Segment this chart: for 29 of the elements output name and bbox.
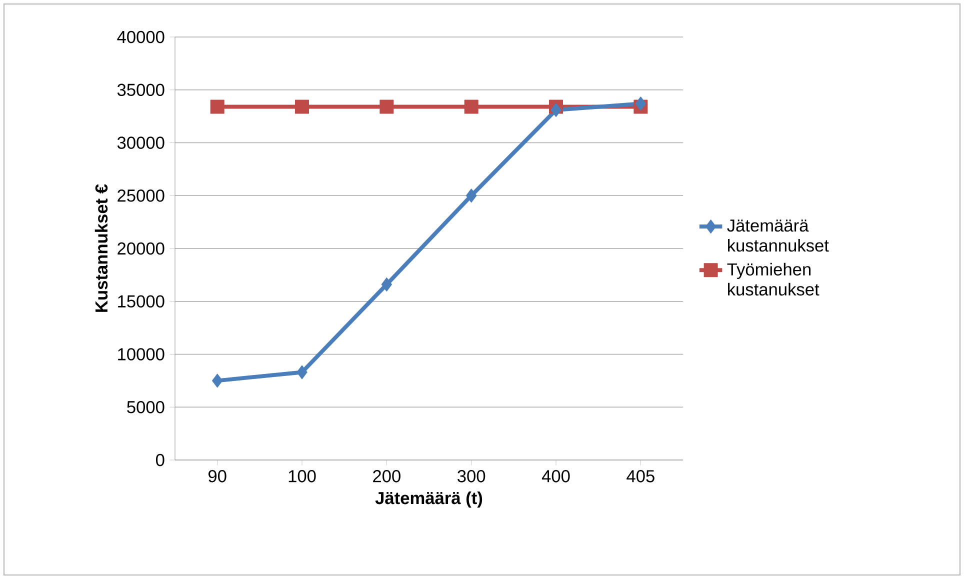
x-tick-label: 300 <box>458 470 486 482</box>
y-tick-label: 10000 <box>118 348 164 360</box>
x-tick-label: 90 <box>208 470 226 482</box>
x-tick-label: 400 <box>542 470 570 482</box>
point <box>380 100 394 114</box>
y-tick-label: 15000 <box>118 295 164 308</box>
point <box>466 188 477 203</box>
point <box>635 96 646 111</box>
point <box>381 277 392 292</box>
y-tick-label: 40000 <box>117 30 164 44</box>
y-tick-label: 35000 <box>117 84 164 96</box>
x-tick-label: 200 <box>373 470 400 482</box>
x-axis-title: Jätemäärä (t) <box>375 491 482 508</box>
y-tick-label: 5000 <box>127 400 164 414</box>
x-tick-label: 405 <box>626 470 654 482</box>
legend-label: Työmiehen kustanukset <box>727 262 820 296</box>
x-tick-label: 100 <box>288 470 316 482</box>
point <box>210 100 224 114</box>
y-tick-label: 20000 <box>118 242 164 255</box>
point <box>296 365 308 380</box>
legend-label: Jätemäärä kustannukset <box>727 220 829 252</box>
y-tick-label: 30000 <box>117 136 164 149</box>
y-axis-title: Kustannukset € <box>94 184 108 312</box>
point <box>212 374 223 388</box>
point <box>550 102 562 117</box>
y-tick-label: 25000 <box>118 189 164 202</box>
point <box>295 100 310 114</box>
point <box>464 100 478 114</box>
y-tick-label: 0 <box>156 454 164 466</box>
